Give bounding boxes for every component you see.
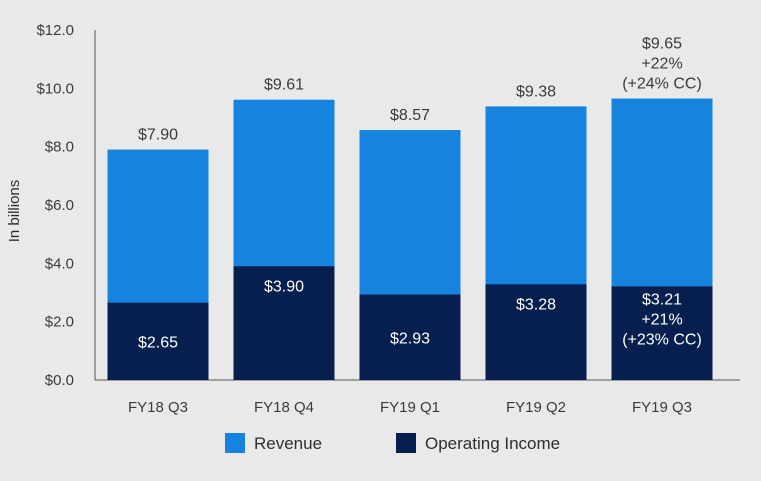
x-ticks: FY18 Q3 FY18 Q4 FY19 Q1 FY19 Q2 FY19 Q3 [128, 399, 692, 416]
y-axis-label: In billions [6, 180, 23, 243]
revenue-value-label: $9.38 [516, 83, 556, 100]
operating-income-value-label: (+23% CC) [622, 331, 702, 348]
y-tick-label: $10.0 [36, 80, 74, 97]
y-tick-label: $8.0 [45, 139, 74, 156]
y-ticks: $0.0 $2.0 $4.0 $6.0 $8.0 $10.0 $12.0 [36, 22, 74, 389]
revenue-value-label: (+24% CC) [622, 76, 702, 93]
operating-income-bar [611, 286, 713, 380]
legend-label: Operating Income [425, 434, 560, 453]
revenue-value-label: $8.57 [390, 107, 430, 124]
revenue-value-label: +22% [641, 56, 682, 73]
operating-income-bar [359, 294, 461, 380]
y-tick-label: $4.0 [45, 255, 74, 272]
operating-income-value-label: $2.93 [390, 330, 430, 347]
x-tick-label: FY18 Q3 [128, 399, 188, 416]
bars: $7.90 $2.65 $9.61 $3.90 $8.57 $2.93 $9.38 $3.28… [107, 36, 713, 381]
y-tick-label: $12.0 [36, 22, 74, 39]
operating-income-bar [233, 266, 335, 380]
revenue-value-label: $9.61 [264, 77, 304, 94]
revenue-value-label: $7.90 [138, 127, 178, 144]
operating-income-value-label: $3.21 [642, 291, 682, 308]
legend-swatch [396, 433, 416, 453]
operating-income-value-label: $3.28 [516, 296, 556, 313]
operating-income-bar [485, 284, 587, 380]
y-tick-label: $6.0 [45, 197, 74, 214]
operating-income-value-label: $2.65 [138, 334, 178, 351]
y-tick-label: $2.0 [45, 314, 74, 331]
y-tick-label: $0.0 [45, 372, 74, 389]
legend: Revenue Operating Income [225, 433, 560, 453]
operating-income-value-label: $3.90 [264, 278, 304, 295]
legend-label: Revenue [254, 434, 322, 453]
operating-income-bar [107, 302, 209, 380]
x-tick-label: FY19 Q3 [632, 399, 692, 416]
revenue-value-label: $9.65 [642, 36, 682, 53]
x-tick-label: FY18 Q4 [254, 399, 314, 416]
operating-income-value-label: +21% [641, 311, 682, 328]
x-tick-label: FY19 Q1 [380, 399, 440, 416]
legend-swatch [225, 433, 245, 453]
x-tick-label: FY19 Q2 [506, 399, 566, 416]
